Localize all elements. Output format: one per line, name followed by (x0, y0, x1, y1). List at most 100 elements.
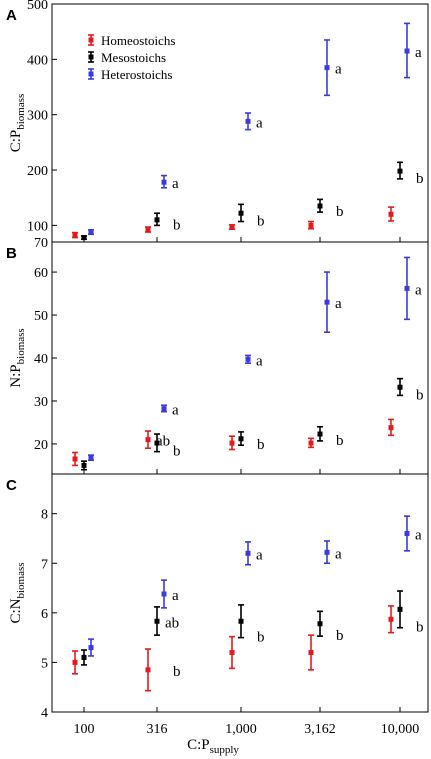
y-tick-label: 6 (41, 607, 48, 622)
significance-label: b (173, 664, 181, 680)
x-axis-title: C:Psupply (187, 737, 239, 756)
significance-label: a (172, 403, 179, 419)
y-tick-label: 70 (34, 236, 48, 251)
significance-label: a (415, 45, 422, 61)
data-point (145, 648, 151, 692)
data-point (404, 256, 410, 321)
point-marker (145, 437, 151, 443)
data-point (388, 605, 394, 634)
data-point (245, 112, 251, 131)
x-tick-label: 316 (147, 722, 168, 737)
data-point (229, 224, 235, 231)
data-point (161, 404, 167, 413)
data-point (145, 226, 151, 233)
data-point (397, 590, 403, 629)
y-tick-label: 200 (27, 164, 48, 179)
significance-label: a (335, 296, 342, 312)
data-point (324, 271, 330, 334)
significance-label: a (256, 115, 263, 131)
data-point (308, 220, 314, 230)
legend-entry-homeostoichs: Homeostoichs (88, 33, 175, 48)
y-tick-label: 5 (41, 656, 48, 671)
point-marker (154, 618, 160, 624)
significance-label: b (416, 387, 424, 403)
x-axis-label-sub: supply (210, 744, 240, 756)
point-marker (404, 531, 410, 536)
x-axis-label-main: C:P (187, 737, 210, 753)
point-marker (388, 616, 394, 622)
point-marker (145, 227, 151, 233)
y-tick-label: 30 (34, 395, 48, 410)
point-marker (388, 211, 394, 217)
data-point (88, 454, 94, 462)
data-point (81, 649, 87, 666)
data-point (324, 39, 330, 97)
significance-label: a (415, 528, 422, 544)
y-axis-label: C:Pbiomass (8, 94, 27, 153)
point-marker (88, 229, 94, 235)
y-tick-label: 400 (27, 53, 48, 68)
point-marker (317, 203, 323, 209)
point-marker (238, 210, 244, 216)
data-point (229, 635, 235, 670)
significance-label: a (256, 547, 263, 563)
y-tick-label: 50 (34, 309, 48, 324)
data-point (245, 354, 251, 364)
series-heterostoichs (88, 515, 410, 657)
data-point (72, 231, 78, 239)
x-tick-label: 100 (74, 722, 95, 737)
point-marker (81, 462, 87, 468)
point-marker (308, 650, 314, 655)
data-point (397, 161, 403, 180)
point-marker (324, 299, 330, 305)
point-marker (404, 285, 410, 291)
point-marker (238, 618, 244, 624)
significance-label: b (336, 628, 344, 644)
point-marker (308, 222, 314, 228)
series-mesostoichs (81, 590, 403, 666)
data-point (229, 435, 235, 451)
significance-label: b (336, 433, 344, 449)
data-point (238, 431, 244, 447)
point-marker (229, 440, 235, 446)
y-tick-label: 500 (27, 0, 48, 13)
data-point (324, 540, 330, 565)
y-tick-label: 20 (34, 438, 48, 453)
data-point (238, 604, 244, 639)
data-point (161, 579, 167, 609)
legend-swatch-marker (88, 71, 94, 77)
panels: A70100200300400500C:PbiomassababababHome… (6, 0, 429, 737)
point-marker (245, 356, 251, 362)
y-axis-label-main: C:N (8, 598, 24, 623)
point-marker (72, 232, 78, 238)
significance-label: b (257, 437, 265, 453)
data-point (161, 174, 167, 189)
data-point (245, 541, 251, 566)
y-axis-label-sub: biomass (15, 328, 27, 364)
y-tick-label: 8 (41, 508, 48, 523)
legend-entry-heterostoichs: Heterostoichs (88, 67, 172, 82)
y-tick-label: 7 (41, 557, 48, 572)
data-point (404, 22, 410, 79)
y-tick-label: 40 (34, 352, 48, 367)
panel-a: A 70 100 200 300 400 500 C:Pbiomass a b a b a b a b Home… (6, 0, 429, 251)
x-tick-label: 1,000 (225, 722, 257, 737)
legend-entry-mesostoichs: Mesostoichs (88, 50, 166, 65)
y-axis-label: C:Nbiomass (8, 562, 27, 623)
data-point (404, 515, 410, 552)
x-tick-label: 3,162 (304, 722, 336, 737)
point-marker (88, 455, 94, 461)
point-marker (81, 654, 87, 660)
significance-label: a (335, 546, 342, 562)
data-point (317, 425, 323, 442)
legend-swatch-marker (88, 54, 94, 60)
data-point (81, 235, 87, 241)
point-marker (404, 48, 410, 54)
y-tick-label: 300 (27, 109, 48, 124)
series-homeostoichs (72, 605, 394, 692)
point-marker (245, 550, 251, 556)
point-marker (397, 168, 403, 174)
data-point (388, 206, 394, 222)
